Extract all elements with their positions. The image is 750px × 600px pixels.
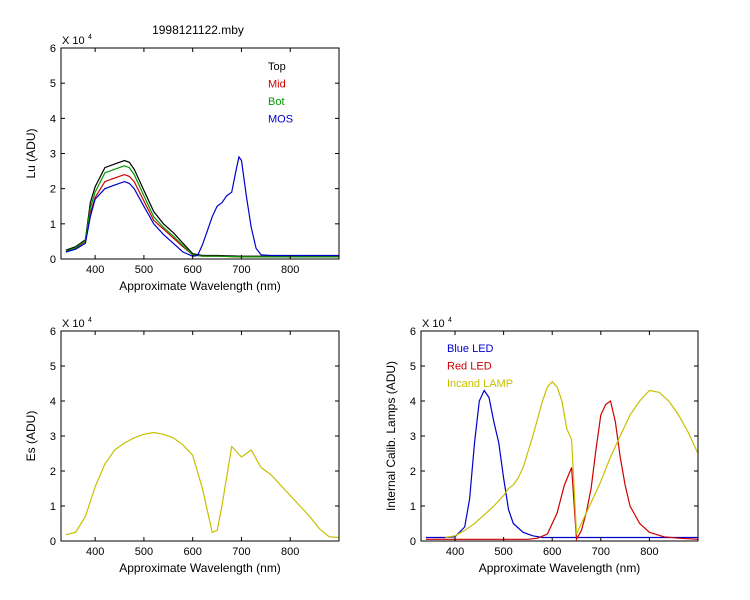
legend-entry-bot: Bot [268, 96, 285, 108]
y-tick-label: 5 [50, 78, 56, 90]
y-tick-label: 2 [410, 466, 416, 478]
x-axis-label: Approximate Wavelength (nm) [479, 561, 641, 575]
y-tick-label: 3 [410, 431, 416, 443]
x-tick-label: 500 [135, 264, 153, 276]
legend-entry-incand-lamp: Incand LAMP [447, 378, 513, 390]
x-tick-label: 600 [543, 546, 561, 558]
y-tick-label: 6 [410, 326, 416, 338]
x-tick-label: 800 [281, 546, 299, 558]
y-tick-label: 6 [50, 326, 56, 338]
series-line-es-0 [65, 431, 340, 539]
y-axis-label: Internal Calib. Lamps (ADU) [384, 361, 398, 511]
x-tick-label: 800 [640, 546, 658, 558]
x-axis-label: Approximate Wavelength (nm) [119, 561, 281, 575]
x-tick-label: 700 [592, 546, 610, 558]
series-line-red-led [425, 399, 699, 542]
series-line-incand-lamp [445, 380, 699, 539]
y-tick-label: 2 [50, 466, 56, 478]
y-exponent-power: 4 [448, 317, 452, 324]
y-exponent-label: X 10 [62, 318, 85, 330]
y-tick-label: 5 [50, 361, 56, 373]
y-axis-label: Es (ADU) [24, 411, 38, 462]
x-tick-label: 400 [86, 264, 104, 276]
y-tick-label: 5 [410, 361, 416, 373]
x-tick-label: 600 [184, 546, 202, 558]
y-tick-label: 4 [410, 396, 416, 408]
y-tick-label: 1 [410, 501, 416, 513]
y-tick-label: 3 [50, 149, 56, 161]
y-axis-label: Lu (ADU) [24, 128, 38, 178]
legend-entry-blue-led: Blue LED [447, 343, 494, 355]
y-tick-label: 1 [50, 219, 56, 231]
x-tick-label: 500 [135, 546, 153, 558]
y-exponent-label: X 10 [62, 35, 85, 47]
x-tick-label: 500 [494, 546, 512, 558]
plot-frame [60, 330, 340, 542]
legend: Top Mid Bot MOS [268, 61, 293, 126]
y-tick-label: 3 [50, 431, 56, 443]
x-tick-label: 400 [446, 546, 464, 558]
legend: Blue LED Red LED Incand LAMP [447, 343, 513, 390]
legend-entry-top: Top [268, 61, 286, 73]
x-tick-label: 700 [232, 546, 250, 558]
y-exponent-label: X 10 [422, 318, 445, 330]
y-tick-label: 0 [50, 254, 56, 266]
y-tick-label: 4 [50, 396, 56, 408]
x-axis-label: Approximate Wavelength (nm) [119, 279, 281, 293]
y-tick-label: 2 [50, 184, 56, 196]
x-tick-label: 700 [232, 264, 250, 276]
y-tick-label: 0 [410, 536, 416, 548]
x-tick-label: 400 [86, 546, 104, 558]
legend-entry-mos: MOS [268, 114, 293, 126]
y-exponent-power: 4 [88, 34, 92, 41]
legend-entry-mid: Mid [268, 79, 286, 91]
y-exponent-power: 4 [88, 317, 92, 324]
series-line-mos [65, 155, 339, 257]
figure-title: 1998121122.mby [152, 23, 244, 37]
legend-entry-red-led: Red LED [447, 361, 492, 373]
y-tick-label: 0 [50, 536, 56, 548]
series-line-blue-led [425, 389, 698, 539]
x-tick-label: 800 [281, 264, 299, 276]
series-line-top [65, 159, 339, 257]
series-line-bot [65, 165, 339, 258]
x-tick-label: 600 [184, 264, 202, 276]
plot-frame [60, 47, 340, 260]
y-tick-label: 6 [50, 43, 56, 55]
y-tick-label: 1 [50, 501, 56, 513]
y-tick-label: 4 [50, 113, 56, 125]
